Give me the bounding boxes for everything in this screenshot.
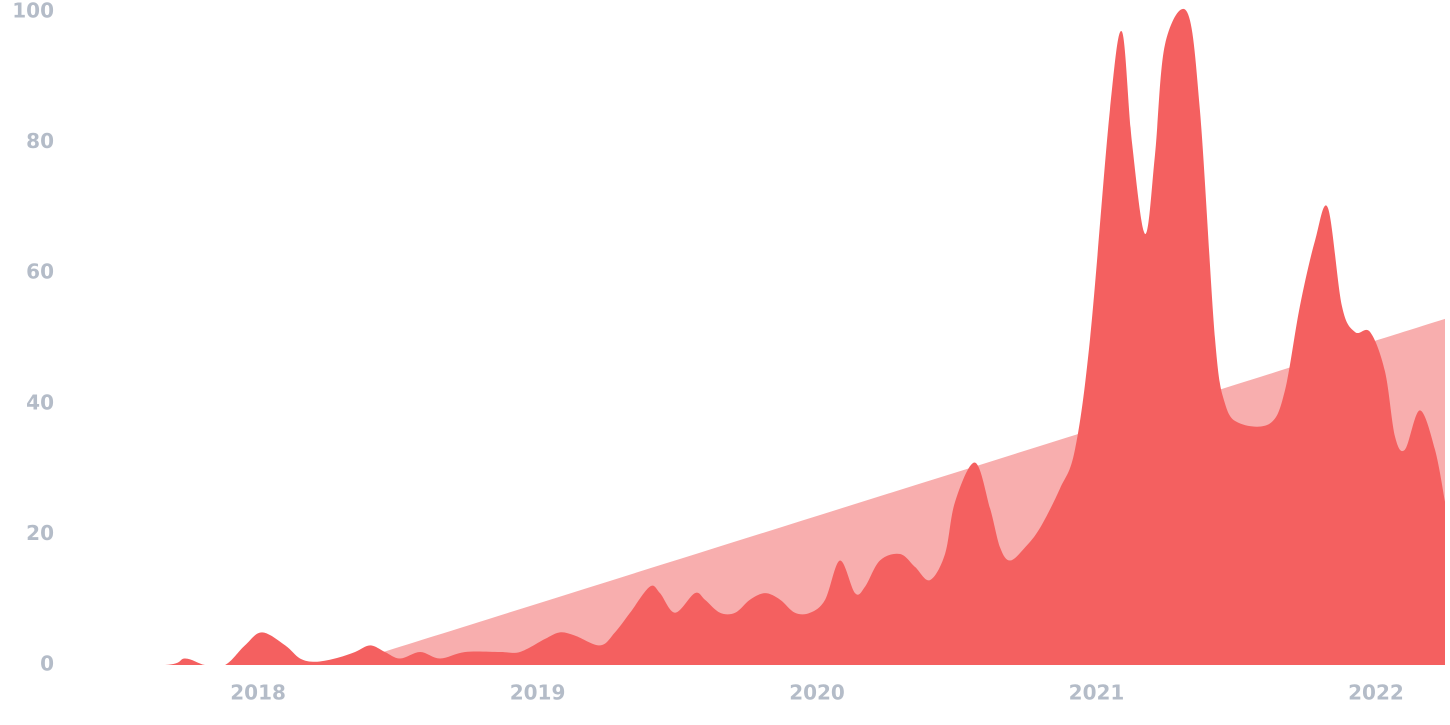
x-tick-label: 2022 bbox=[1348, 681, 1404, 705]
x-tick-label: 2020 bbox=[789, 681, 845, 705]
x-tick-label: 2018 bbox=[230, 681, 286, 705]
area bbox=[70, 8, 1445, 665]
y-tick-label: 20 bbox=[26, 521, 54, 545]
x-tick-label: 2021 bbox=[1069, 681, 1125, 705]
y-tick-label: 40 bbox=[26, 390, 54, 414]
y-tick-label: 60 bbox=[26, 260, 54, 284]
x-tick-label: 2019 bbox=[510, 681, 566, 705]
y-tick-label: 80 bbox=[26, 129, 54, 153]
y-tick-label: 0 bbox=[40, 652, 54, 676]
y-tick-label: 100 bbox=[12, 0, 54, 23]
